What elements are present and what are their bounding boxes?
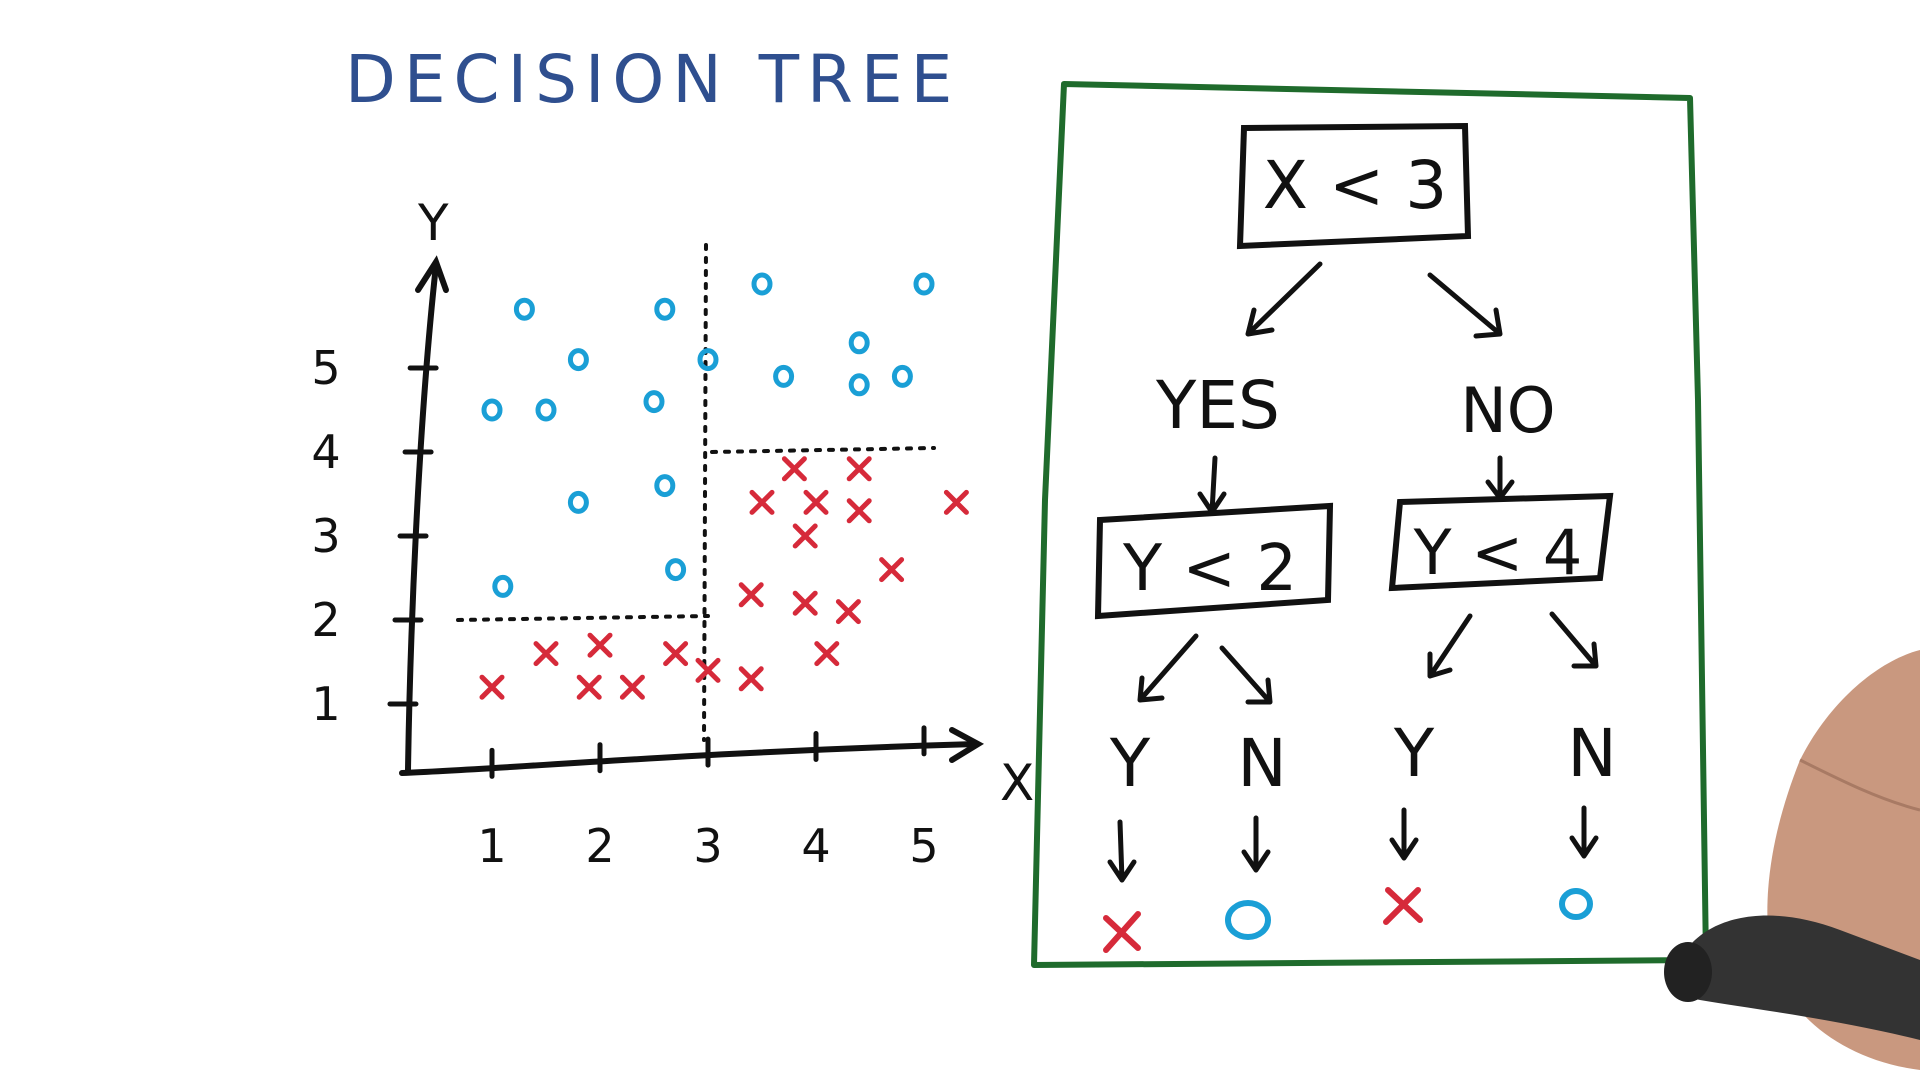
arrow-no-to-node [1485,455,1515,501]
x-tick-label-2: 2 [585,819,614,873]
page-title: DECISION TREE [345,41,960,118]
cross-point-5 [619,674,645,700]
cross-point-2 [533,641,559,667]
cross-point-6 [663,641,689,667]
circle-point-3 [654,297,676,321]
cross-point-19 [879,557,905,583]
arrow-right-yes [1427,613,1473,679]
circle-point-7 [567,490,589,514]
arrow-yes-to-node [1197,455,1227,515]
tree-root-label: X < 3 [1263,147,1447,224]
cross-point-16 [803,489,829,515]
y-tick-label-1: 1 [311,677,340,731]
cross-point-8 [738,666,764,692]
leaf-outcome-2 [1225,900,1271,940]
split-line-2 [456,614,710,622]
x-tick-label-4: 4 [801,819,830,873]
circle-point-6 [643,390,665,414]
circle-point-8 [654,474,676,498]
y-axis [405,262,439,773]
split-lines [456,243,936,742]
cross-point-4 [587,632,613,658]
leaf-label-3: Y [1393,715,1435,792]
circle-point-9 [492,574,514,598]
cross-point-14 [781,456,807,482]
hand-with-marker [1664,650,1920,1070]
no-branch-label: NO [1460,374,1555,447]
y-axis-label: Y [417,194,449,252]
cross-point-17 [846,498,872,524]
circle-point-5 [535,398,557,422]
arrow-root-yes [1245,261,1323,337]
y-ticks: 1 2 3 4 5 [311,341,439,731]
circle-point-13 [773,364,795,388]
leaf-arrows [1107,805,1599,883]
x-tick-label-5: 5 [909,819,938,873]
y-tick-label-3: 3 [311,509,340,563]
circle-point-16 [891,364,913,388]
y-tick-label-5: 5 [311,341,340,395]
split-line-1 [702,243,708,742]
cross-point-12 [835,599,861,625]
y-tick-label-2: 2 [311,593,340,647]
scatter-plot: Y X 1 2 3 4 5 1 2 3 4 5 [311,194,1034,873]
y-axis-arrowhead [415,255,449,293]
circle-point-12 [751,272,773,296]
tree-left-node-label: Y < 2 [1122,532,1297,606]
leaf-label-4: N [1567,715,1616,792]
cross-point-13 [749,489,775,515]
circle-point-15 [848,373,870,397]
leaf-label-1: Y [1109,725,1151,802]
data-points [479,272,969,700]
cross-point-3 [576,674,602,700]
leaf-outcome-4 [1559,888,1593,920]
arrow-right-no [1549,611,1599,669]
cross-point-1 [479,674,505,700]
circle-point-4 [481,398,503,422]
arrow-root-no [1427,272,1503,339]
circle-point-14 [848,331,870,355]
circle-point-10 [665,558,687,582]
tree-root-node: X < 3 [1236,122,1472,250]
leaf-outcome-3 [1383,887,1423,925]
cross-point-10 [792,590,818,616]
cross-point-11 [814,641,840,667]
cross-point-18 [846,456,872,482]
x-axis [399,741,979,776]
circle-point-2 [567,348,589,372]
x-axis-label: X [1000,754,1034,812]
tree-left-node: Y < 2 [1094,502,1334,620]
arrow-left-no [1219,645,1273,705]
cross-point-7 [695,657,721,683]
cross-point-15 [792,523,818,549]
circle-point-11 [697,348,719,372]
arrow-left-yes [1137,633,1199,703]
tree-right-node-label: Y < 4 [1413,516,1583,589]
split-line-3 [710,446,936,454]
tree-right-node: Y < 4 [1388,492,1614,592]
circle-point-1 [513,297,535,321]
leaf-label-2: N [1237,725,1286,802]
x-tick-label-3: 3 [693,819,722,873]
x-ticks: 1 2 3 4 5 [477,725,939,873]
cross-point-20 [943,489,969,515]
x-axis-arrowhead [949,727,985,763]
cross-point-9 [738,582,764,608]
x-tick-label-1: 1 [477,819,506,873]
circle-point-17 [913,272,935,296]
y-tick-label-4: 4 [311,425,340,479]
yes-branch-label: YES [1155,367,1280,444]
leaf-outcome-1 [1103,911,1141,953]
